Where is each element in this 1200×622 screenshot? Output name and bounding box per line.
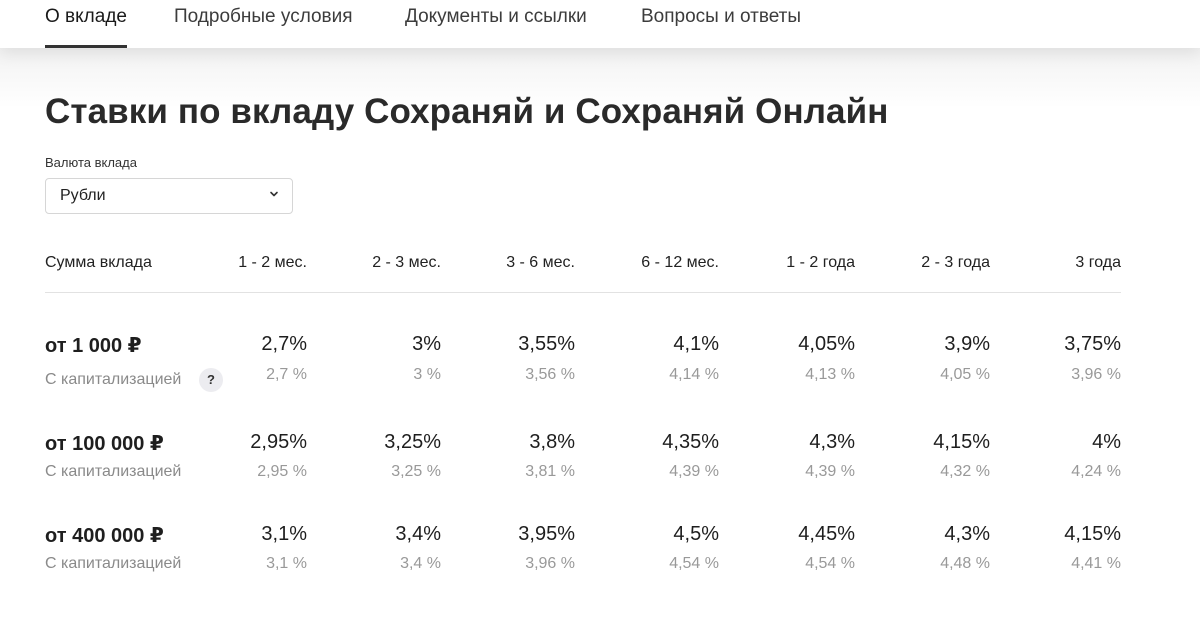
rate-cell: 3,4% <box>395 523 441 545</box>
cap-rate-cell: 4,54 % <box>669 555 719 572</box>
cap-rate-cell: 3 % <box>413 366 441 383</box>
cap-rate-cell: 2,95 % <box>257 463 307 480</box>
cap-rate-cell: 4,54 % <box>805 555 855 572</box>
column-header-2-3-months: 2 - 3 мес. <box>372 254 441 271</box>
rate-cell: 3,8% <box>529 431 575 453</box>
column-header-2-3-years: 2 - 3 года <box>921 254 990 271</box>
top-navigation: О вкладе Подробные условия Документы и с… <box>0 0 1200 48</box>
cap-rate-cell: 3,96 % <box>1071 366 1121 383</box>
tab-documents-links[interactable]: Документы и ссылки <box>405 6 587 27</box>
cap-rate-cell: 3,56 % <box>525 366 575 383</box>
amount-column-header: Сумма вклада <box>45 254 152 271</box>
rate-cell: 3,25% <box>384 431 441 453</box>
rate-cell: 4,45% <box>798 523 855 545</box>
currency-label: Валюта вклада <box>45 155 137 170</box>
row-capitalization-label: С капитализацией <box>45 463 182 480</box>
rate-cell: 2,7% <box>261 333 307 355</box>
column-header-3-years: 3 года <box>1075 254 1121 271</box>
tab-detailed-conditions[interactable]: Подробные условия <box>174 6 353 27</box>
rate-cell: 2,95% <box>250 431 307 453</box>
cap-rate-cell: 4,39 % <box>669 463 719 480</box>
column-header-1-2-years: 1 - 2 года <box>786 254 855 271</box>
chevron-down-icon <box>270 191 278 197</box>
rate-cell: 4,3% <box>944 523 990 545</box>
rate-cell: 3,9% <box>944 333 990 355</box>
tab-faq[interactable]: Вопросы и ответы <box>641 6 802 27</box>
rate-cell: 3,75% <box>1064 333 1121 355</box>
rate-cell: 3,1% <box>261 523 307 545</box>
rate-cell: 4,05% <box>798 333 855 355</box>
rate-cell: 4% <box>1092 431 1121 453</box>
rate-cell: 4,35% <box>662 431 719 453</box>
currency-selected-value: Рубли <box>60 187 106 204</box>
cap-rate-cell: 4,39 % <box>805 463 855 480</box>
column-header-3-6-months: 3 - 6 мес. <box>506 254 575 271</box>
row-amount-100000: от 100 000 ₽ <box>45 433 164 455</box>
row-capitalization-label: С капитализацией <box>45 555 182 572</box>
cap-rate-cell: 3,96 % <box>525 555 575 572</box>
tab-about-deposit[interactable]: О вкладе <box>45 6 127 48</box>
cap-rate-cell: 4,14 % <box>669 366 719 383</box>
cap-rate-cell: 2,7 % <box>266 366 307 383</box>
rate-cell: 4,1% <box>673 333 719 355</box>
cap-rate-cell: 3,4 % <box>400 555 441 572</box>
rate-cell: 4,3% <box>809 431 855 453</box>
cap-rate-cell: 3,1 % <box>266 555 307 572</box>
help-icon[interactable]: ? <box>199 368 223 392</box>
column-header-6-12-months: 6 - 12 мес. <box>641 254 719 271</box>
header-shadow <box>0 48 1200 108</box>
table-divider <box>45 292 1121 293</box>
rate-cell: 4,15% <box>933 431 990 453</box>
cap-rate-cell: 4,24 % <box>1071 463 1121 480</box>
row-capitalization-label: С капитализацией <box>45 371 182 388</box>
rate-cell: 4,15% <box>1064 523 1121 545</box>
row-amount-1000: от 1 000 ₽ <box>45 335 142 357</box>
page-title: Ставки по вкладу Сохраняй и Сохраняй Онл… <box>45 92 889 131</box>
rate-cell: 3,55% <box>518 333 575 355</box>
column-header-1-2-months: 1 - 2 мес. <box>238 254 307 271</box>
currency-select[interactable]: Рубли <box>45 178 293 214</box>
cap-rate-cell: 3,81 % <box>525 463 575 480</box>
cap-rate-cell: 3,25 % <box>391 463 441 480</box>
cap-rate-cell: 4,41 % <box>1071 555 1121 572</box>
cap-rate-cell: 4,05 % <box>940 366 990 383</box>
cap-rate-cell: 4,13 % <box>805 366 855 383</box>
cap-rate-cell: 4,48 % <box>940 555 990 572</box>
cap-rate-cell: 4,32 % <box>940 463 990 480</box>
rate-cell: 3,95% <box>518 523 575 545</box>
row-amount-400000: от 400 000 ₽ <box>45 525 164 547</box>
rate-cell: 3% <box>412 333 441 355</box>
rate-cell: 4,5% <box>673 523 719 545</box>
